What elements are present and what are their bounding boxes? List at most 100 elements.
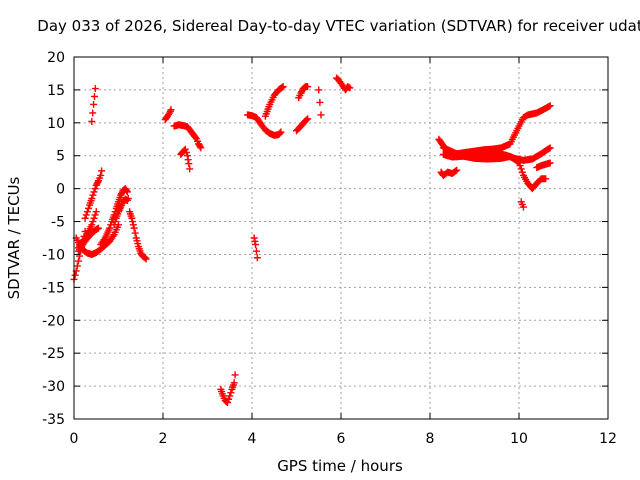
data-point xyxy=(129,221,137,229)
data-point xyxy=(304,83,312,91)
data-point xyxy=(279,83,287,91)
y-tick-labels: -35 -30 -25 -20 -15 -10 -5 0 5 10 15 20 xyxy=(42,50,65,428)
x-tick-label: 6 xyxy=(337,431,346,447)
data-point xyxy=(89,191,97,199)
data-point xyxy=(226,392,234,400)
data-point xyxy=(225,395,233,403)
data-point xyxy=(90,214,98,222)
data-point xyxy=(297,89,305,97)
data-point xyxy=(346,84,354,92)
data-point xyxy=(315,86,323,94)
data-point xyxy=(277,128,285,136)
data-point xyxy=(231,371,239,379)
y-tick-label: 20 xyxy=(47,50,65,66)
data-point xyxy=(253,254,261,262)
data-point xyxy=(516,162,524,170)
data-point xyxy=(89,218,97,226)
data-point xyxy=(542,175,550,183)
data-point xyxy=(546,102,554,110)
data-point xyxy=(90,188,98,196)
data-point xyxy=(88,195,96,203)
x-axis-label: GPS time / hours xyxy=(277,457,403,475)
data-point xyxy=(115,206,123,214)
y-tick-label: -35 xyxy=(42,412,65,428)
data-point xyxy=(515,158,523,166)
data-point xyxy=(141,254,149,262)
y-tick-label: 5 xyxy=(56,149,65,165)
data-point xyxy=(106,224,114,232)
data-point xyxy=(71,271,79,279)
x-tick-label: 10 xyxy=(510,431,528,447)
data-point xyxy=(123,196,131,204)
axis-ticks xyxy=(73,56,609,420)
data-point xyxy=(91,185,99,193)
data-point xyxy=(123,187,131,195)
plot-points xyxy=(70,74,554,407)
data-point xyxy=(252,241,260,249)
grid-lines xyxy=(74,57,608,419)
data-point xyxy=(514,158,522,166)
x-tick-label: 8 xyxy=(426,431,435,447)
y-tick-label: 15 xyxy=(47,83,65,99)
data-point xyxy=(316,98,324,106)
x-tick-label: 12 xyxy=(599,431,617,447)
data-point xyxy=(185,160,193,168)
y-tick-label: -10 xyxy=(42,247,65,263)
data-point xyxy=(94,178,102,186)
data-point xyxy=(129,218,137,226)
data-point xyxy=(93,180,101,188)
data-point xyxy=(197,144,205,152)
data-point xyxy=(83,208,91,216)
data-point xyxy=(518,168,526,176)
data-point xyxy=(142,255,150,263)
data-point xyxy=(252,247,260,255)
data-point xyxy=(519,203,527,211)
y-tick-label: -15 xyxy=(42,280,65,296)
data-point xyxy=(317,111,325,119)
data-point xyxy=(131,229,139,237)
data-point xyxy=(546,144,554,152)
data-point xyxy=(546,159,554,167)
data-point xyxy=(186,165,194,173)
data-point xyxy=(82,211,90,219)
y-tick-label: 0 xyxy=(56,182,65,198)
data-point xyxy=(91,85,99,93)
data-point xyxy=(227,389,235,397)
x-tick-label: 4 xyxy=(248,431,257,447)
data-point xyxy=(130,224,138,232)
data-point xyxy=(298,88,306,96)
chart-title: Day 033 of 2026, Sidereal Day-to-day VTE… xyxy=(37,17,640,35)
data-point xyxy=(182,148,190,156)
x-tick-label: 0 xyxy=(70,431,79,447)
y-tick-label: 10 xyxy=(47,116,65,132)
data-point xyxy=(92,208,100,216)
data-point xyxy=(224,399,232,407)
data-point xyxy=(276,129,284,137)
y-axis-label: SDTVAR / TECUs xyxy=(5,176,23,299)
data-point xyxy=(89,109,97,117)
data-point xyxy=(452,167,460,175)
data-point xyxy=(73,262,81,270)
data-point xyxy=(91,211,99,219)
data-point xyxy=(123,188,131,196)
data-point xyxy=(545,145,553,153)
data-point xyxy=(181,145,189,153)
y-tick-label: -20 xyxy=(42,313,65,329)
data-point xyxy=(94,224,102,232)
data-point xyxy=(84,204,92,212)
data-point xyxy=(90,92,98,100)
x-tick-labels: 0 2 4 6 8 10 12 xyxy=(70,431,617,447)
data-point xyxy=(97,171,105,179)
data-point xyxy=(117,190,125,198)
data-point xyxy=(167,106,175,114)
data-point xyxy=(88,221,96,229)
data-point xyxy=(453,166,461,174)
data-point xyxy=(128,214,136,222)
y-tick-label: -30 xyxy=(42,379,65,395)
data-point xyxy=(111,218,119,226)
data-point xyxy=(81,214,89,222)
y-tick-label: -25 xyxy=(42,346,65,362)
data-point xyxy=(90,100,98,108)
data-point xyxy=(517,165,525,173)
